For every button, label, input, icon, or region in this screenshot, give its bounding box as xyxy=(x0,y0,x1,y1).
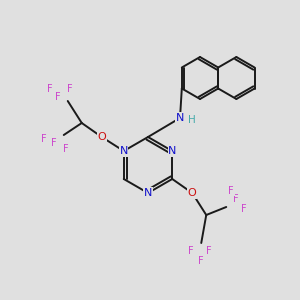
Text: F: F xyxy=(228,186,234,196)
Text: F: F xyxy=(63,144,69,154)
Text: F: F xyxy=(51,138,57,148)
Text: F: F xyxy=(55,92,61,102)
Text: N: N xyxy=(144,188,152,198)
Text: H: H xyxy=(188,115,196,125)
Text: N: N xyxy=(168,146,176,156)
Text: N: N xyxy=(176,113,184,123)
Text: F: F xyxy=(233,194,239,204)
Text: F: F xyxy=(188,246,194,256)
Text: F: F xyxy=(198,256,204,266)
Text: F: F xyxy=(206,246,212,256)
Text: O: O xyxy=(98,132,106,142)
Text: F: F xyxy=(67,84,73,94)
Text: O: O xyxy=(188,188,197,198)
Text: F: F xyxy=(41,134,46,144)
Text: F: F xyxy=(242,204,247,214)
Text: N: N xyxy=(120,146,128,156)
Text: F: F xyxy=(47,84,52,94)
